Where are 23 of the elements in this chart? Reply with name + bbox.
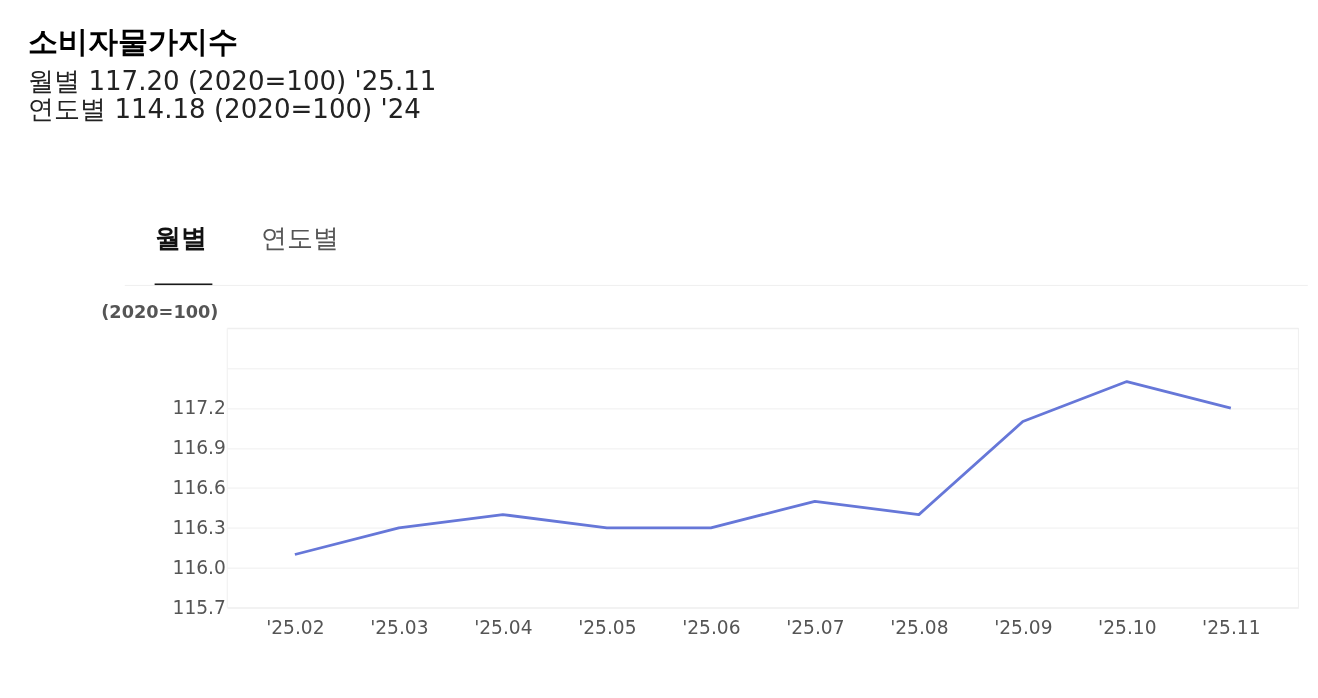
- x-tick-label: '25.04: [474, 617, 533, 639]
- x-tick-label: '25.07: [786, 617, 845, 639]
- text: 연도별: [260, 223, 339, 254]
- y-tick-label: 116.3: [172, 516, 226, 538]
- text: 월별: [154, 223, 207, 254]
- y-tick-label: 116.9: [172, 437, 226, 459]
- x-tick-label: '25.03: [370, 617, 429, 639]
- text: 연도별 114.18 (2020=100) '24: [28, 93, 421, 124]
- y-tick-label: 116.0: [172, 556, 226, 578]
- chart-title: 소비자물가지수: [28, 23, 239, 59]
- x-tick-label: '25.02: [266, 617, 325, 639]
- y-axis-title: (2020=100): [101, 301, 219, 322]
- line-series: [293, 380, 1233, 556]
- text: 월별 117.20 (2020=100) '25.11: [28, 65, 437, 96]
- x-tick-label: '25.09: [994, 617, 1053, 639]
- y-tick-label: 116.6: [172, 477, 226, 499]
- x-tick-label: '25.10: [1098, 617, 1157, 639]
- x-tick-label: '25.08: [890, 617, 949, 639]
- x-tick-label: '25.05: [578, 617, 637, 639]
- x-tick-label: '25.11: [1202, 617, 1261, 639]
- x-tick-label: '25.06: [682, 617, 741, 639]
- y-tick-label: 117.2: [172, 397, 226, 419]
- y-tick-label: 115.7: [172, 596, 226, 618]
